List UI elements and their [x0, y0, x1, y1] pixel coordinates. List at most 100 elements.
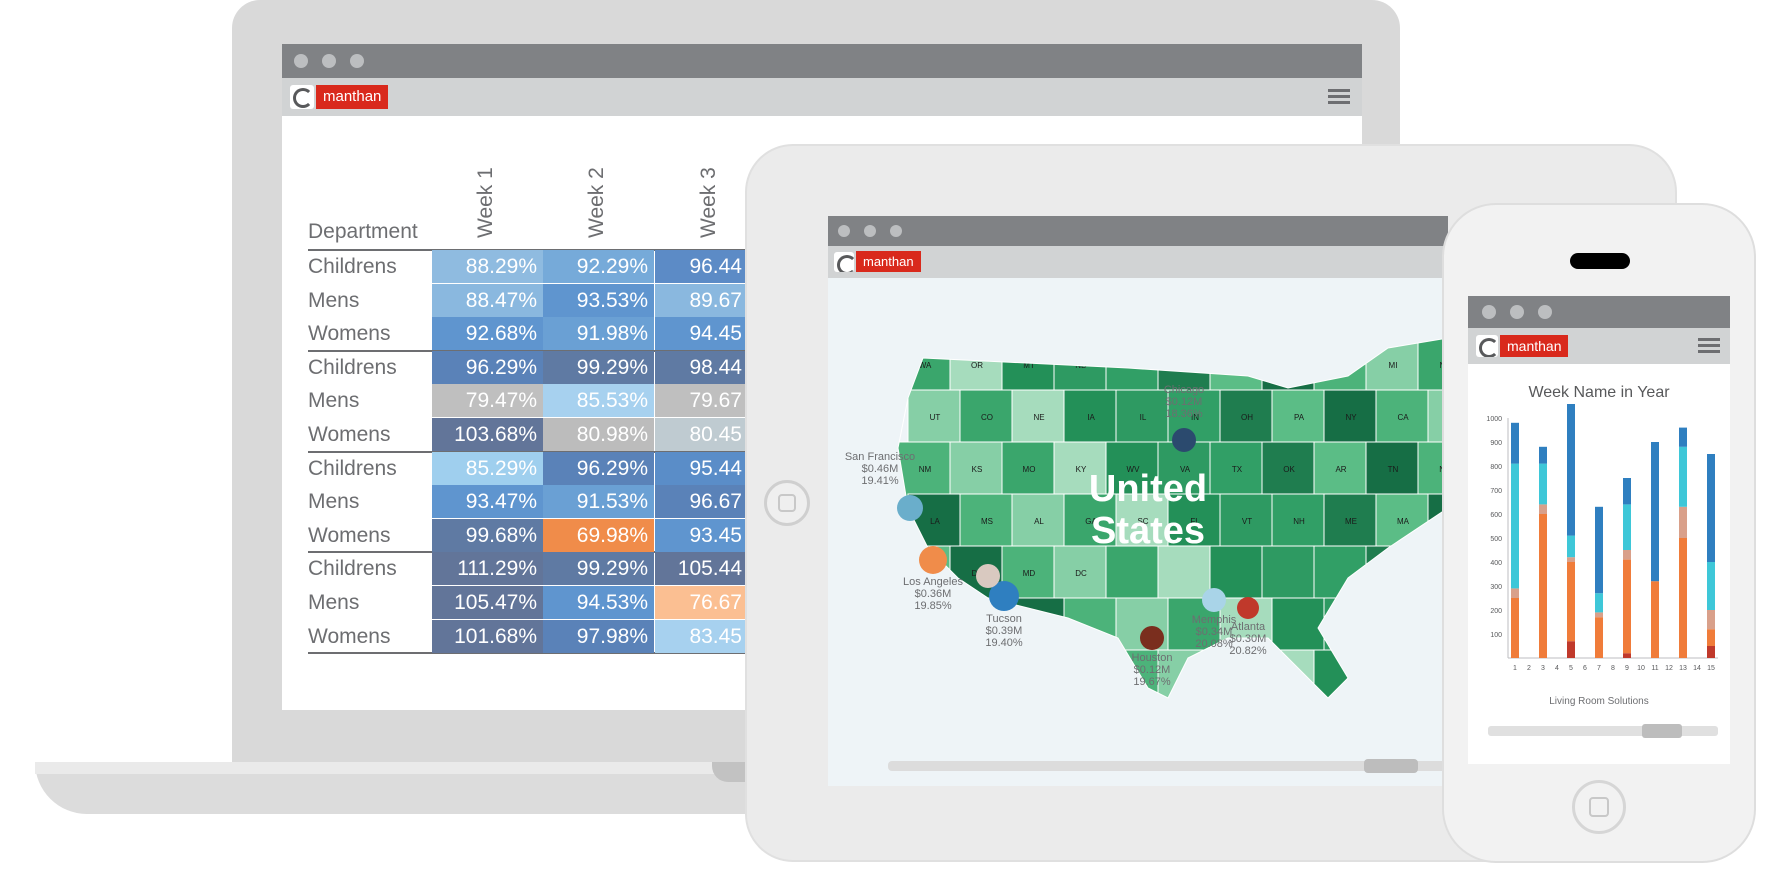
state-region[interactable]: [1105, 545, 1161, 601]
state-region[interactable]: [1053, 545, 1109, 601]
heatmap-cell[interactable]: 93.53%: [543, 283, 654, 317]
state-region[interactable]: [907, 389, 963, 445]
state-region[interactable]: [1261, 649, 1317, 704]
state-region[interactable]: [1209, 649, 1265, 704]
heatmap-cell[interactable]: 91.53%: [543, 485, 654, 519]
brand-logo[interactable]: manthan: [834, 251, 921, 272]
heatmap-cell[interactable]: 96.44: [655, 250, 748, 283]
window-close-dot[interactable]: [294, 54, 308, 68]
state-region[interactable]: [1001, 441, 1057, 497]
state-region[interactable]: [1261, 545, 1317, 601]
state-region[interactable]: [1375, 597, 1431, 653]
city-bubble[interactable]: [1172, 428, 1196, 452]
heatmap-cell[interactable]: 94.45: [655, 317, 748, 351]
state-region[interactable]: [1313, 649, 1369, 704]
heatmap-cell[interactable]: 93.47%: [432, 485, 543, 519]
heatmap-cell[interactable]: 111.29%: [432, 552, 543, 586]
heatmap-cell[interactable]: 89.67: [655, 283, 748, 317]
city-bubble[interactable]: [1202, 588, 1226, 612]
state-region[interactable]: [1219, 389, 1275, 445]
heatmap-cell[interactable]: 92.68%: [432, 317, 543, 351]
heatmap-cell[interactable]: 80.45: [655, 418, 748, 451]
heatmap-cell[interactable]: 99.29%: [543, 350, 654, 384]
heatmap-cell[interactable]: 76.67: [655, 586, 748, 619]
state-region[interactable]: [1053, 441, 1109, 497]
state-region[interactable]: [1313, 545, 1369, 601]
heatmap-cell[interactable]: 99.29%: [543, 552, 654, 586]
heatmap-cell[interactable]: 79.67: [655, 384, 748, 418]
tablet-home-button[interactable]: [764, 480, 810, 526]
heatmap-cell[interactable]: 93.45: [655, 518, 748, 552]
city-bubble[interactable]: [1140, 626, 1164, 650]
state-region[interactable]: [1365, 649, 1421, 704]
heatmap-cell[interactable]: 85.53%: [543, 384, 654, 418]
state-region[interactable]: [1105, 338, 1161, 393]
heatmap-cell[interactable]: 80.98%: [543, 418, 654, 451]
state-region[interactable]: [1375, 389, 1431, 445]
state-region[interactable]: [1219, 493, 1275, 549]
brand-logo[interactable]: manthan: [290, 85, 389, 109]
window-maximize-dot[interactable]: [1538, 305, 1552, 319]
state-region[interactable]: [1001, 649, 1057, 704]
hamburger-menu-icon[interactable]: [1698, 338, 1720, 354]
heatmap-cell[interactable]: 96.67: [655, 485, 748, 519]
state-region[interactable]: [1271, 597, 1327, 653]
brand-logo[interactable]: manthan: [1476, 335, 1569, 357]
state-region[interactable]: [1261, 441, 1317, 497]
state-region[interactable]: [1271, 493, 1327, 549]
state-region[interactable]: [1323, 389, 1379, 445]
state-region[interactable]: [959, 389, 1015, 445]
heatmap-cell[interactable]: 94.53%: [543, 586, 654, 619]
heatmap-cell[interactable]: 69.98%: [543, 518, 654, 552]
heatmap-cell[interactable]: 97.98%: [543, 619, 654, 653]
heatmap-cell[interactable]: 103.68%: [432, 418, 543, 451]
heatmap-cell[interactable]: 95.44: [655, 451, 748, 485]
heatmap-cell[interactable]: 88.47%: [432, 283, 543, 317]
state-region[interactable]: [1271, 389, 1327, 445]
city-bubble[interactable]: [1237, 597, 1259, 619]
state-region[interactable]: [949, 649, 1005, 704]
heatmap-cell[interactable]: 91.98%: [543, 317, 654, 351]
state-region[interactable]: [1209, 338, 1265, 393]
state-region[interactable]: [1115, 493, 1171, 549]
window-maximize-dot[interactable]: [350, 54, 364, 68]
city-bubble[interactable]: [897, 495, 923, 521]
state-region[interactable]: [1323, 597, 1379, 653]
window-minimize-dot[interactable]: [864, 225, 876, 237]
window-close-dot[interactable]: [1482, 305, 1496, 319]
window-maximize-dot[interactable]: [890, 225, 902, 237]
state-region[interactable]: [1063, 389, 1119, 445]
city-bubble[interactable]: [976, 564, 1000, 588]
heatmap-cell[interactable]: 96.29%: [543, 451, 654, 485]
chart-scrollbar[interactable]: [1488, 724, 1718, 738]
heatmap-cell[interactable]: 96.29%: [432, 350, 543, 384]
state-region[interactable]: [1053, 649, 1109, 704]
heatmap-cell[interactable]: 105.44: [655, 552, 748, 586]
state-region[interactable]: [1063, 597, 1119, 653]
state-region[interactable]: [1011, 493, 1067, 549]
state-region[interactable]: [1365, 545, 1421, 601]
heatmap-cell[interactable]: 88.29%: [432, 250, 543, 283]
heatmap-cell[interactable]: 99.68%: [432, 518, 543, 552]
state-region[interactable]: [1157, 545, 1213, 601]
hamburger-menu-icon[interactable]: [1328, 89, 1350, 105]
city-bubble[interactable]: [919, 546, 947, 574]
window-close-dot[interactable]: [838, 225, 850, 237]
map-scrollbar[interactable]: [888, 759, 1448, 773]
state-region[interactable]: [1115, 389, 1171, 445]
state-region[interactable]: [1365, 441, 1421, 497]
chart-scrollbar-thumb[interactable]: [1642, 724, 1682, 738]
heatmap-cell[interactable]: 85.29%: [432, 451, 543, 485]
heatmap-cell[interactable]: 105.47%: [432, 586, 543, 619]
heatmap-cell[interactable]: 101.68%: [432, 619, 543, 653]
window-minimize-dot[interactable]: [1510, 305, 1524, 319]
state-region[interactable]: [898, 649, 953, 704]
heatmap-cell[interactable]: 92.29%: [543, 250, 654, 283]
phone-home-button[interactable]: [1572, 780, 1626, 834]
state-region[interactable]: [1313, 338, 1369, 393]
state-region[interactable]: [959, 493, 1015, 549]
heatmap-cell[interactable]: 83.45: [655, 619, 748, 653]
map-scrollbar-thumb[interactable]: [1364, 759, 1418, 773]
heatmap-cell[interactable]: 79.47%: [432, 384, 543, 418]
window-minimize-dot[interactable]: [322, 54, 336, 68]
